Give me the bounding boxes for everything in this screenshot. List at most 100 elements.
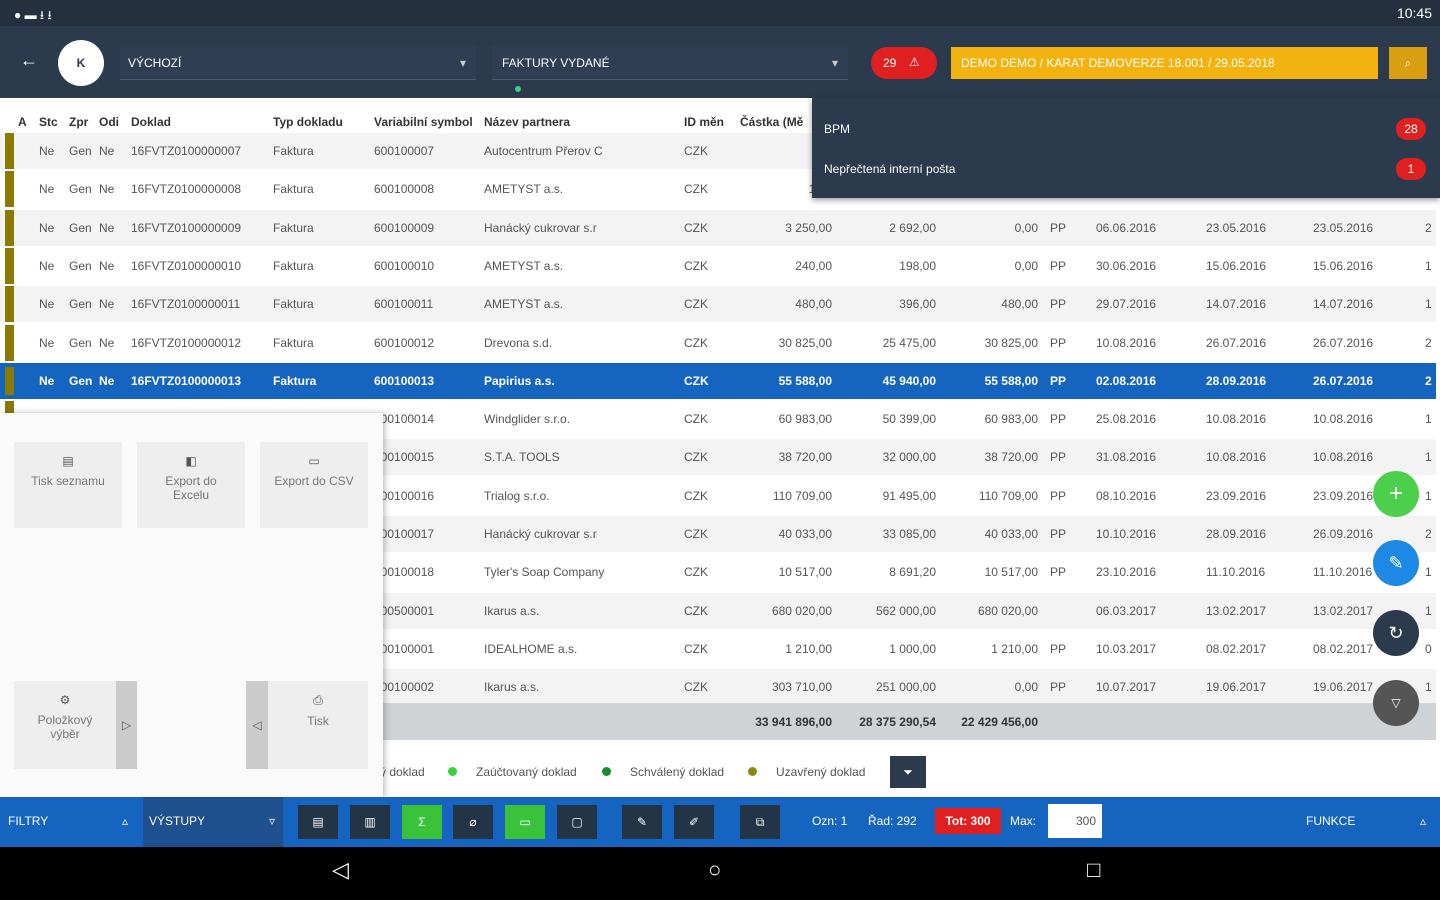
cell: 38 720,00 [779,450,832,464]
cell: CZK [684,412,708,426]
cell: Windglider s.r.o. [484,412,570,426]
cell: Hanácký cukrovar s.r [484,527,597,541]
tool-button[interactable]: ▤ [298,805,338,839]
context-bar[interactable]: DEMO DEMO / KARAT DEMOVERZE 18.001 / 29.… [951,47,1378,79]
tool-button[interactable]: ▭ [505,805,545,839]
legend-label: ý doklad [380,765,425,779]
cell: Ne [99,259,114,273]
cell: 1 [1425,604,1432,618]
cell: Gen [69,182,92,196]
cell: AMETYST a.s. [484,297,563,311]
max-input[interactable]: 300 [1048,804,1102,838]
cell: Ikarus a.s. [484,604,539,618]
cell: 91 495,00 [883,489,936,503]
cell: 1 [1425,297,1432,311]
functions-button[interactable]: FUNKCE [1306,814,1355,828]
more-button[interactable]: ▽ [1373,680,1419,726]
cell: 13.02.2017 [1313,604,1373,618]
row[interactable]: NeGenNe16FVTZ0100000012Faktura600100012D… [0,325,1436,361]
alerts-count: 29 [883,56,896,70]
output-label: Export do Excelu [151,474,231,502]
row[interactable]: NeGenNe16FVTZ0100000011Faktura600100011A… [0,286,1436,322]
tool-button[interactable]: ⌀ [453,805,493,839]
cell: 0,00 [1015,221,1038,235]
cell: PP [1050,221,1066,235]
print-button[interactable]: ⎙Tisk [268,681,368,769]
cell: PP [1050,527,1066,541]
edit-button[interactable]: ✎ [1373,540,1419,586]
refresh-button[interactable]: ↻ [1373,610,1419,656]
output-button[interactable]: ▭Export do CSV [260,442,368,528]
search-button[interactable]: ⌕ [1389,47,1427,79]
cell: Ne [99,182,114,196]
tool-button[interactable]: ▥ [350,805,390,839]
notification-label[interactable]: BPM [824,122,850,136]
tool-button[interactable]: ✎ [622,805,662,839]
notification-panel: BPM 28 Nepřečtená interní pošta 1 [812,98,1440,198]
column-header: ID měn [684,115,736,129]
cell: Ne [39,259,54,273]
back-button[interactable]: ← [20,53,38,67]
item-select-button[interactable]: ⚙Položkový výběr [14,681,116,769]
cell: 16FVTZ0100000007 [131,144,241,158]
alerts-badge[interactable]: 29 ⚠ [871,47,937,79]
cell: CZK [684,336,708,350]
cell: 40 033,00 [779,527,832,541]
cell: 31.08.2016 [1096,450,1156,464]
cell: Ne [39,297,54,311]
cell: Faktura [273,182,314,196]
cell: Gen [69,374,92,388]
view-select[interactable]: VÝCHOZÍ ▾ [120,46,476,80]
cell: 600100002 [374,680,434,694]
cell: 26.07.2016 [1313,374,1373,388]
nav-back[interactable]: ◁ [332,863,349,877]
column-header: Odi [99,115,127,129]
status-marker [5,171,14,207]
top-bar: ← K VÝCHOZÍ ▾ FAKTURY VYDANÉ ▾ 29 ⚠ DEMO… [0,26,1440,98]
cell: 2 [1425,221,1432,235]
agenda-select[interactable]: FAKTURY VYDANÉ ▾ [492,46,848,80]
cell: Gen [69,221,92,235]
tool-button[interactable]: ▢ [557,805,597,839]
cell: 28.09.2016 [1206,374,1266,388]
cell: 10.08.2016 [1206,412,1266,426]
cell: 19.06.2017 [1313,680,1373,694]
cell: 16FVTZ0100000010 [131,259,241,273]
cell: 60 983,00 [985,412,1038,426]
next-arrow[interactable]: ▷ [116,681,137,769]
cell: Ne [39,144,54,158]
cell: Faktura [273,336,314,350]
cell: 600100013 [374,374,434,388]
prev-arrow[interactable]: ◁ [246,681,268,769]
cell: 3 250,00 [785,221,832,235]
cell: 40 033,00 [985,527,1038,541]
cell: 110 709,00 [979,489,1038,503]
cell: 30 825,00 [985,336,1038,350]
selected-row[interactable]: NeGenNe16FVTZ0100000013Faktura600100013P… [0,363,1436,399]
tool-button[interactable]: ✐ [674,805,714,839]
row[interactable]: NeGenNe16FVTZ0100000009Faktura600100009H… [0,210,1436,246]
cell: IDEALHOME a.s. [484,642,577,656]
notification-label[interactable]: Nepřečtená interní pošta [824,162,955,176]
cell: PP [1050,336,1066,350]
tool-button[interactable]: Σ [402,805,442,839]
cell: 10 517,00 [779,565,832,579]
cell: 600100012 [374,336,434,350]
add-button[interactable]: + [1373,471,1419,517]
nav-recent[interactable]: □ [1087,863,1100,877]
cell: 08.02.2017 [1313,642,1373,656]
output-button[interactable]: ◧Export do Excelu [137,442,245,528]
row[interactable]: NeGenNe16FVTZ0100000010Faktura600100010A… [0,248,1436,284]
cell: CZK [684,182,708,196]
filter-button[interactable]: ⏷ [890,756,926,788]
cell: Gen [69,336,92,350]
tool-button[interactable]: ⧉ [740,805,780,839]
cell: 600100014 [374,412,434,426]
cell: CZK [684,680,708,694]
output-button[interactable]: ▤Tisk seznamu [14,442,122,528]
legend-dot [448,767,457,776]
nav-home[interactable]: ○ [708,863,721,877]
cell: 562 000,00 [876,604,936,618]
column-header: A [18,115,35,129]
